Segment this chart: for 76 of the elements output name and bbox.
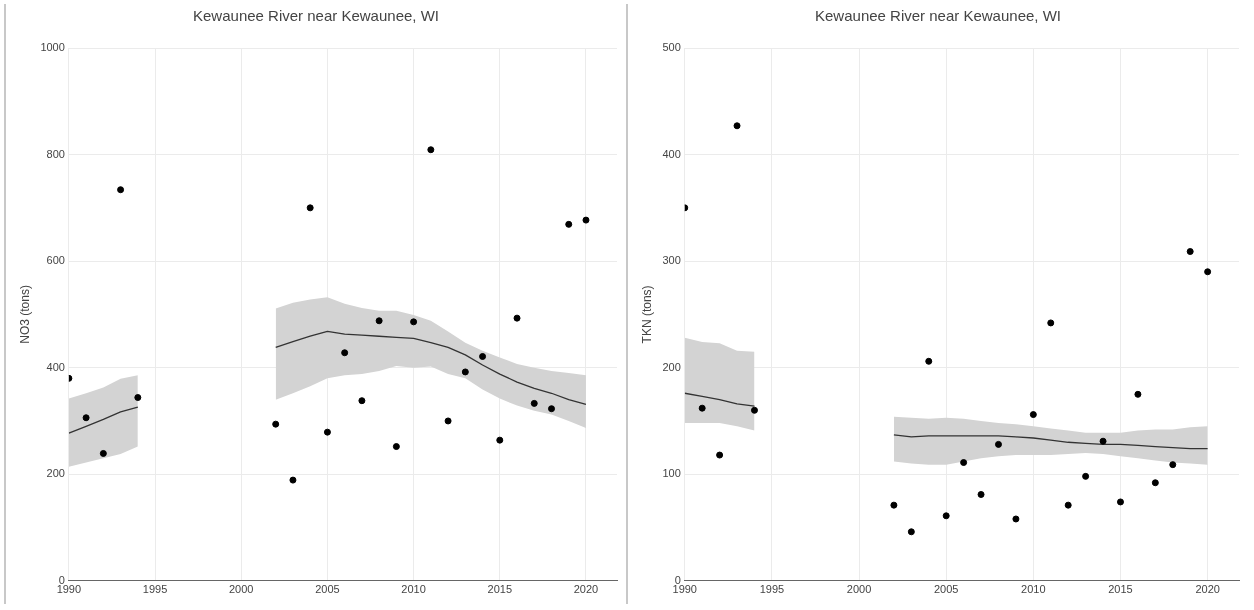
x-tick-label: 2020 bbox=[573, 583, 599, 596]
y-tick-label: 800 bbox=[46, 147, 65, 160]
y-tick-label: 0 bbox=[58, 573, 65, 586]
point bbox=[392, 443, 400, 451]
point bbox=[907, 528, 915, 536]
y-axis-title: NO3 (tons) bbox=[17, 285, 32, 344]
point bbox=[1012, 515, 1020, 523]
y-tick-label: 0 bbox=[674, 573, 681, 586]
point bbox=[427, 146, 435, 154]
x-tick-label: 2005 bbox=[933, 583, 959, 596]
y-tick-label: 400 bbox=[46, 360, 65, 373]
point bbox=[548, 405, 555, 413]
point bbox=[1169, 461, 1177, 469]
y-axis-title: TKN (tons) bbox=[639, 285, 654, 344]
point bbox=[358, 397, 366, 405]
point bbox=[994, 440, 1002, 448]
point bbox=[1151, 479, 1159, 487]
x-tick-label: 2000 bbox=[846, 583, 872, 596]
y-tick-label: 500 bbox=[662, 41, 681, 54]
point bbox=[461, 368, 469, 376]
point bbox=[496, 436, 504, 444]
point bbox=[530, 399, 538, 407]
point bbox=[289, 476, 297, 484]
x-tick-label: 2015 bbox=[1108, 583, 1133, 596]
x-tick-label: 2015 bbox=[487, 583, 513, 596]
point bbox=[942, 512, 950, 520]
point bbox=[117, 186, 125, 194]
x-tick-label: 1990 bbox=[672, 583, 697, 596]
point bbox=[513, 314, 521, 322]
point bbox=[410, 318, 418, 326]
point bbox=[960, 459, 968, 467]
y-tick-label: 1000 bbox=[40, 41, 65, 54]
x-tick-label: 2020 bbox=[1195, 583, 1220, 596]
point bbox=[1064, 501, 1072, 509]
point bbox=[1116, 498, 1124, 506]
x-tick-label: 1995 bbox=[142, 583, 168, 596]
x-tick-label: 2010 bbox=[401, 583, 426, 596]
point bbox=[341, 349, 349, 357]
point bbox=[565, 220, 573, 228]
point bbox=[479, 352, 487, 360]
x-tick-label: 2005 bbox=[315, 583, 340, 596]
point bbox=[82, 414, 90, 422]
point bbox=[582, 216, 590, 224]
x-tick-label: 1990 bbox=[56, 583, 82, 596]
chart-title: Kewaunee River near Kewaunee, WI bbox=[815, 7, 1061, 25]
point bbox=[444, 417, 452, 425]
y-tick-label: 600 bbox=[46, 254, 65, 267]
point bbox=[272, 420, 280, 428]
point bbox=[1186, 248, 1194, 256]
y-tick-label: 200 bbox=[46, 467, 65, 480]
point bbox=[890, 501, 898, 509]
y-tick-label: 100 bbox=[662, 467, 681, 480]
point bbox=[306, 204, 314, 212]
point bbox=[375, 317, 383, 325]
point bbox=[716, 451, 724, 459]
y-tick-label: 400 bbox=[662, 147, 681, 160]
point bbox=[323, 428, 331, 436]
point bbox=[750, 406, 758, 414]
y-tick-label: 200 bbox=[662, 360, 681, 373]
x-tick-label: 1995 bbox=[759, 583, 785, 596]
point bbox=[1134, 390, 1142, 398]
point bbox=[1099, 437, 1107, 445]
point bbox=[698, 404, 706, 412]
y-tick-label: 300 bbox=[662, 254, 681, 267]
point bbox=[1029, 411, 1037, 419]
chart-title: Kewaunee River near Kewaunee, WI bbox=[193, 7, 439, 25]
point bbox=[977, 490, 985, 498]
point bbox=[925, 357, 933, 365]
point bbox=[134, 394, 142, 402]
point bbox=[1082, 472, 1090, 480]
point bbox=[733, 122, 741, 130]
point bbox=[1204, 268, 1212, 276]
x-tick-label: 2000 bbox=[229, 583, 254, 596]
point bbox=[99, 449, 107, 457]
point bbox=[1047, 319, 1055, 327]
x-tick-label: 2010 bbox=[1021, 583, 1046, 596]
